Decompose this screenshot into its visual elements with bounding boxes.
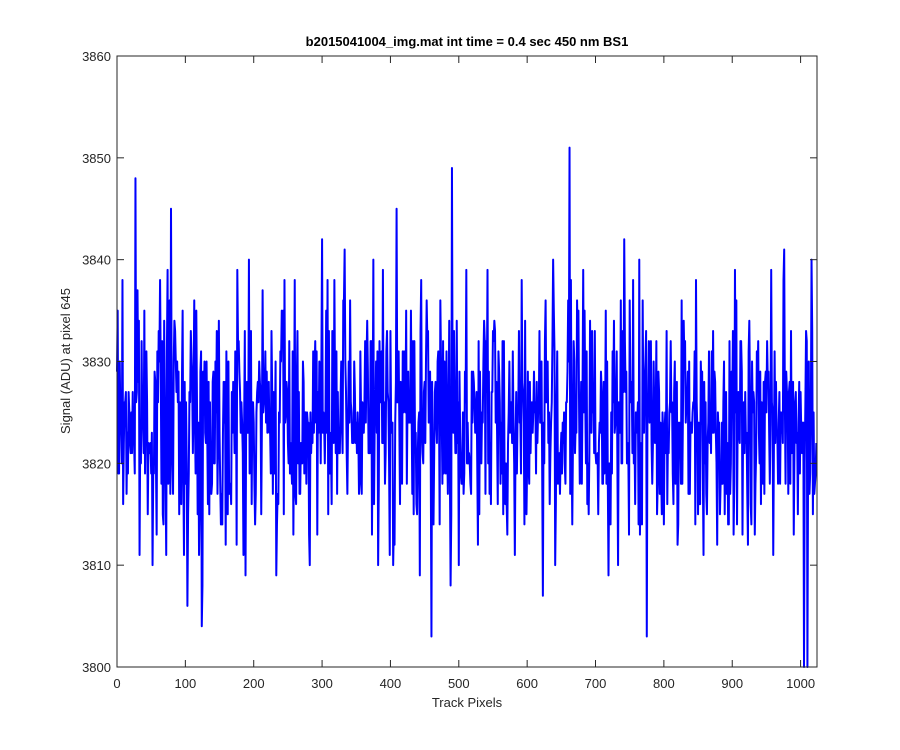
y-tick-label: 3850: [82, 151, 111, 166]
x-tick-label: 800: [653, 676, 675, 691]
y-tick-label: 3810: [82, 558, 111, 573]
y-tick-label: 3820: [82, 456, 111, 471]
y-tick-label: 3830: [82, 355, 111, 370]
x-tick-label: 900: [721, 676, 743, 691]
x-axis-ticks: 0 100 200 300 400 500 600 700 800 900 1000: [113, 56, 815, 691]
x-tick-label: 400: [380, 676, 402, 691]
chart-title: b2015041004_img.mat int time = 0.4 sec 4…: [306, 34, 629, 49]
x-tick-label: 200: [243, 676, 265, 691]
x-tick-label: 600: [516, 676, 538, 691]
y-tick-label: 3800: [82, 660, 111, 675]
signal-series-line: [116, 146, 818, 668]
y-tick-label: 3840: [82, 253, 111, 268]
x-tick-label: 500: [448, 676, 470, 691]
x-tick-label: 700: [585, 676, 607, 691]
x-axis-label: Track Pixels: [432, 695, 503, 710]
series-layer: [116, 146, 818, 668]
x-tick-label: 1000: [786, 676, 815, 691]
x-tick-label: 300: [311, 676, 333, 691]
x-tick-label: 0: [113, 676, 120, 691]
y-tick-label: 3860: [82, 49, 111, 64]
x-tick-label: 100: [175, 676, 197, 691]
y-axis-ticks: 3800 3810 3820 3830 3840 3850 3860: [82, 49, 817, 675]
y-axis-label: Signal (ADU) at pixel 645: [58, 288, 73, 434]
